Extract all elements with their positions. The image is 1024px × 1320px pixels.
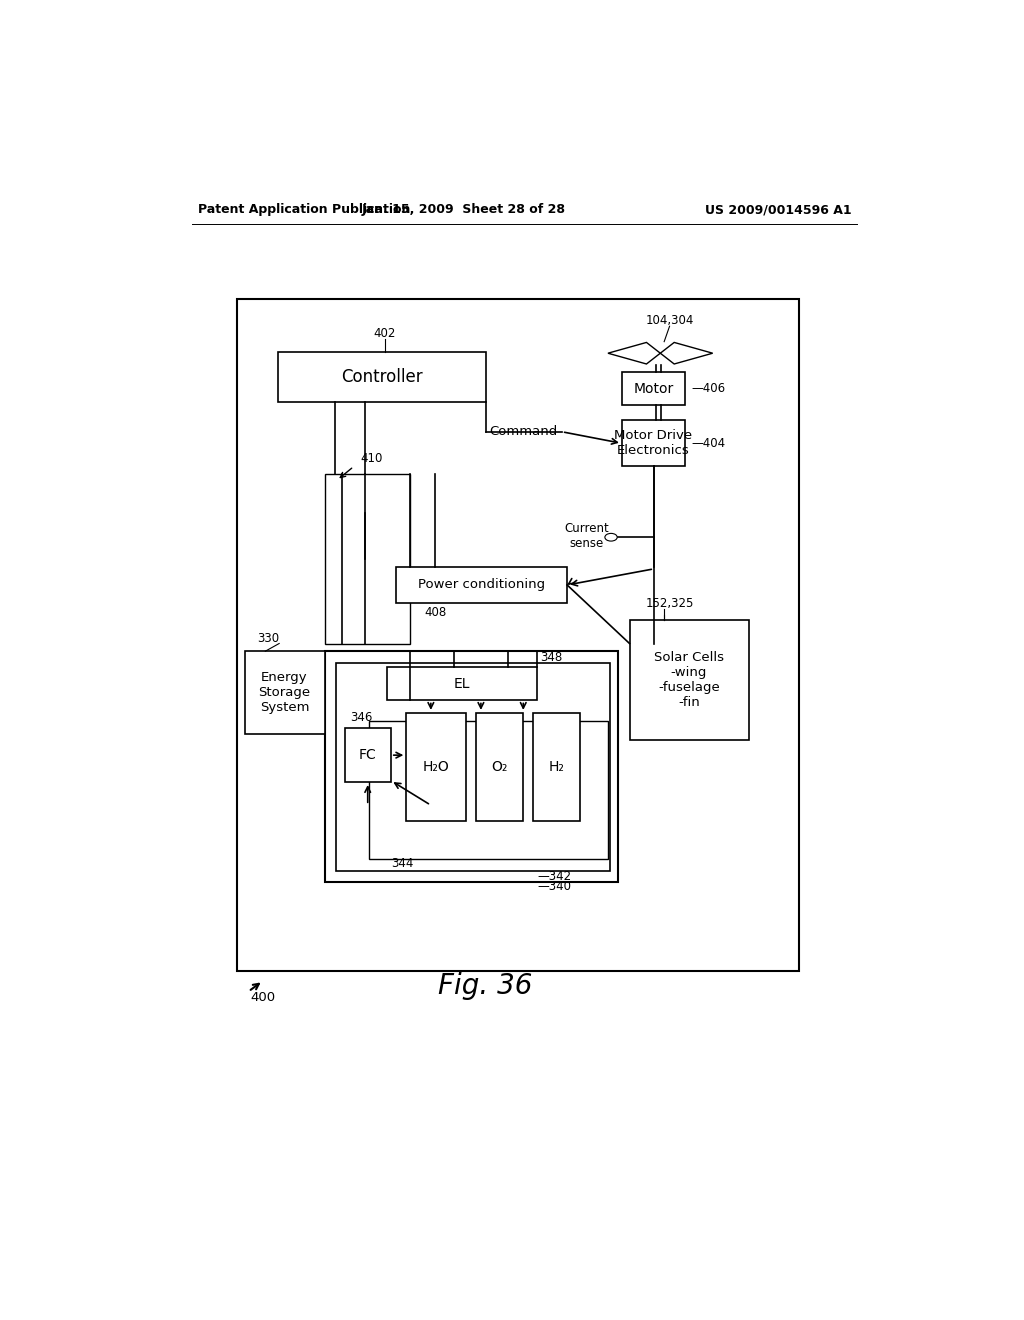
Text: Fig. 36: Fig. 36 (437, 972, 531, 1001)
Text: O₂: O₂ (492, 760, 508, 774)
Text: Energy
Storage
System: Energy Storage System (258, 672, 310, 714)
Text: 400: 400 (251, 991, 275, 1005)
Bar (336, 663, 609, 871)
Text: H₂O: H₂O (423, 760, 450, 774)
Bar (532, 713, 581, 821)
Text: —406: —406 (691, 381, 725, 395)
Bar (345, 729, 391, 781)
Text: 330: 330 (258, 632, 280, 645)
Text: 410: 410 (360, 453, 382, 465)
Polygon shape (608, 342, 660, 364)
Text: —340: —340 (538, 880, 571, 894)
Text: —342: —342 (538, 870, 571, 883)
Ellipse shape (605, 533, 617, 541)
Bar (245, 651, 325, 734)
Text: US 2009/0014596 A1: US 2009/0014596 A1 (705, 203, 851, 216)
Bar (407, 713, 466, 821)
Bar (279, 352, 486, 401)
Text: Current
sense: Current sense (564, 521, 609, 549)
Text: FC: FC (358, 748, 377, 762)
Text: 104,304: 104,304 (645, 314, 693, 326)
Text: 348: 348 (541, 651, 562, 664)
Text: 346: 346 (350, 711, 373, 723)
Text: Command: Command (489, 425, 557, 438)
Bar (326, 474, 410, 644)
Text: Jan. 15, 2009  Sheet 28 of 28: Jan. 15, 2009 Sheet 28 of 28 (361, 203, 565, 216)
Text: H₂: H₂ (549, 760, 564, 774)
Text: 402: 402 (374, 327, 396, 341)
Bar (370, 721, 608, 859)
Bar (630, 620, 749, 739)
Text: EL: EL (454, 677, 470, 690)
Text: Motor: Motor (633, 381, 674, 396)
Text: Solar Cells
-wing
-fuselage
-fin: Solar Cells -wing -fuselage -fin (653, 651, 724, 709)
Bar (326, 651, 617, 882)
Bar (237, 300, 799, 970)
Text: Power conditioning: Power conditioning (418, 578, 545, 591)
Text: Controller: Controller (342, 368, 423, 385)
Text: Patent Application Publication: Patent Application Publication (199, 203, 411, 216)
Bar (622, 372, 685, 405)
Text: 344: 344 (391, 857, 414, 870)
Text: Motor Drive
Electronics: Motor Drive Electronics (614, 429, 692, 457)
Bar (622, 420, 685, 466)
Text: 152,325: 152,325 (645, 597, 693, 610)
Bar (396, 566, 567, 603)
Text: 408: 408 (424, 606, 446, 619)
Bar (475, 713, 523, 821)
Polygon shape (660, 342, 713, 364)
Text: —404: —404 (691, 437, 725, 450)
Bar (387, 667, 538, 701)
